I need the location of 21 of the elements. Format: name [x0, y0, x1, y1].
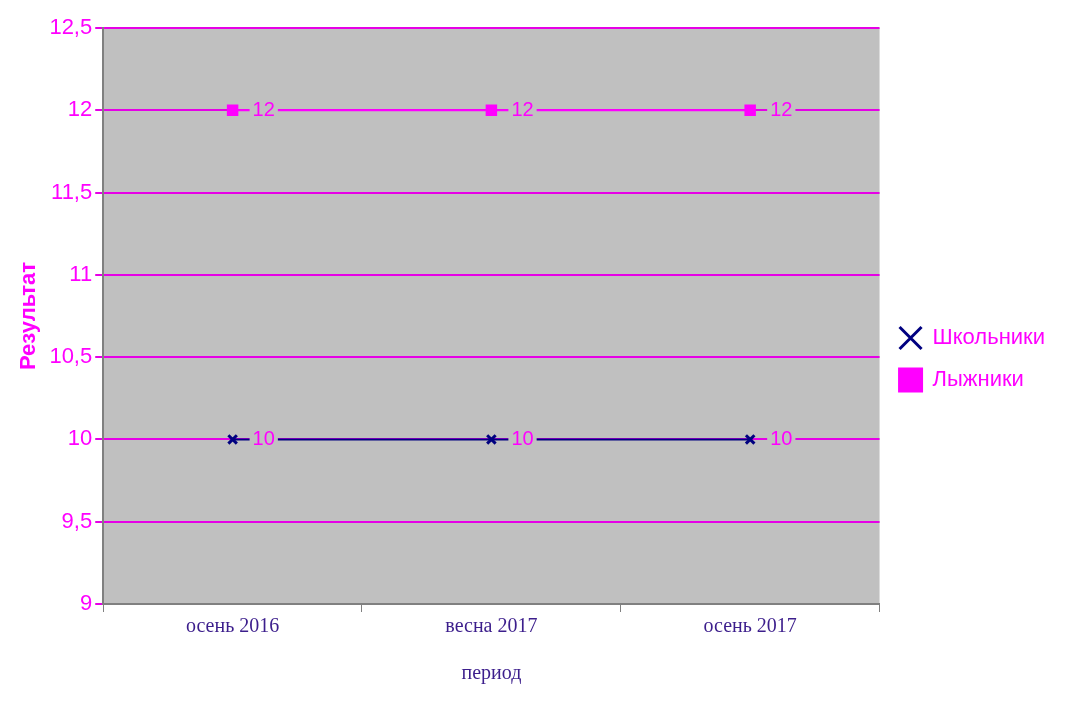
y-axis-title: Результат	[15, 261, 41, 371]
x-tick-label: осень 2017	[703, 614, 797, 637]
y-tick-label: 10,5	[49, 343, 93, 369]
y-tick-label: 10	[67, 425, 93, 451]
data-label: 10	[252, 426, 275, 449]
legend-label: Школьники	[932, 324, 1046, 350]
data-label: 10	[511, 426, 534, 449]
x-axis-title: период	[461, 661, 522, 685]
legend-label: Лыжники	[932, 366, 1024, 392]
y-tick-label: 11,5	[51, 178, 93, 204]
data-label: 12	[511, 97, 534, 120]
x-tick-label: осень 2016	[185, 614, 280, 637]
data-label: 12	[770, 97, 793, 120]
y-tick-label: 12	[67, 96, 93, 122]
data-label: 10	[770, 426, 793, 449]
y-tick-label: 12,5	[49, 14, 93, 40]
x-tick-label: весна 2017	[445, 614, 538, 637]
y-tick-label: 9,5	[61, 507, 93, 533]
y-tick-label: 9	[79, 590, 93, 616]
data-label: 12	[252, 97, 275, 120]
y-tick-label: 11	[69, 260, 93, 286]
